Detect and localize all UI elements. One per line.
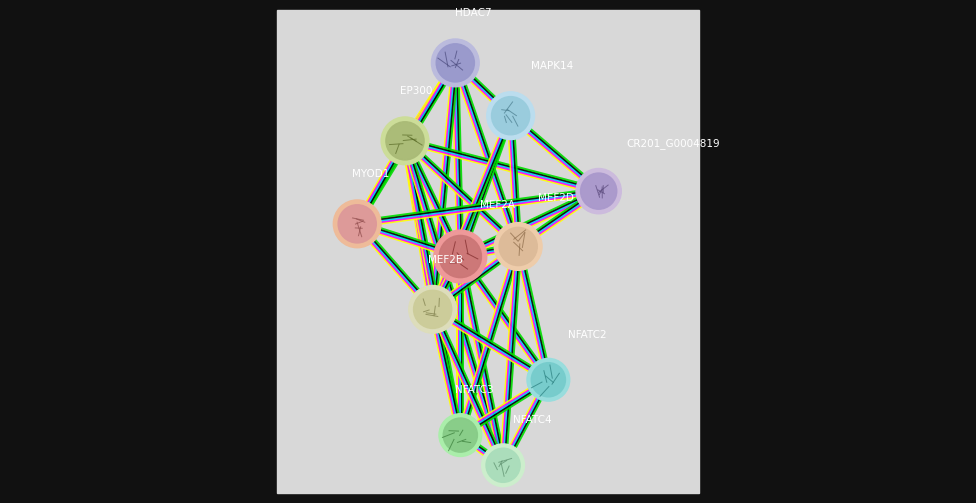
Text: MYOD1: MYOD1	[352, 169, 389, 179]
Text: EP300: EP300	[400, 86, 432, 96]
Text: NFATC4: NFATC4	[513, 415, 551, 425]
Text: CR201_G0004819: CR201_G0004819	[627, 138, 720, 149]
Text: MAPK14: MAPK14	[531, 61, 573, 71]
Circle shape	[531, 363, 565, 397]
Circle shape	[439, 413, 482, 457]
Text: NFATC3: NFATC3	[456, 385, 494, 395]
Circle shape	[386, 122, 425, 160]
Circle shape	[434, 230, 487, 283]
Circle shape	[527, 358, 570, 401]
Circle shape	[482, 444, 524, 487]
Text: MEF2B: MEF2B	[427, 255, 463, 265]
Circle shape	[492, 97, 530, 135]
Circle shape	[581, 173, 617, 209]
Circle shape	[439, 235, 481, 278]
Circle shape	[487, 92, 535, 140]
Circle shape	[436, 44, 474, 82]
Circle shape	[414, 290, 452, 328]
Circle shape	[409, 286, 457, 333]
Circle shape	[381, 117, 428, 165]
Circle shape	[499, 227, 538, 266]
Text: NFATC2: NFATC2	[568, 329, 607, 340]
Circle shape	[334, 200, 381, 248]
Circle shape	[338, 205, 377, 243]
Text: HDAC7: HDAC7	[456, 8, 492, 18]
Bar	[277, 10, 699, 493]
Circle shape	[486, 448, 520, 482]
Circle shape	[431, 39, 479, 87]
Text: MEF2D: MEF2D	[539, 193, 574, 203]
Text: MEF2A: MEF2A	[480, 200, 515, 210]
Circle shape	[576, 169, 622, 214]
Circle shape	[443, 418, 477, 452]
Circle shape	[494, 222, 542, 271]
